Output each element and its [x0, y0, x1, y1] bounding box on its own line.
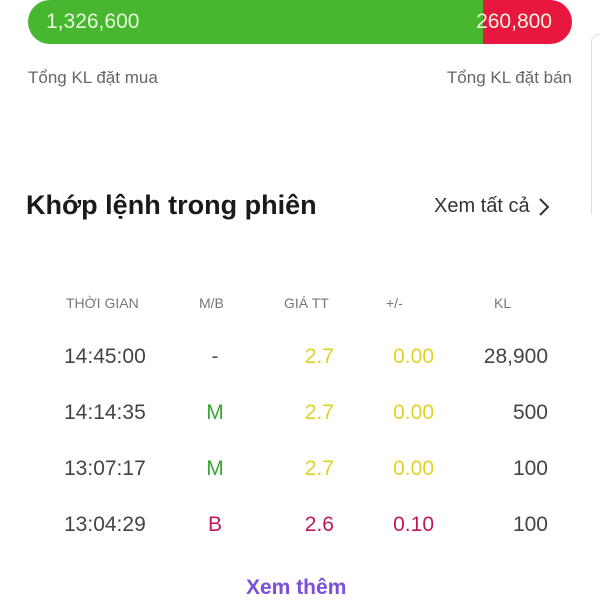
sell-total-label: Tổng KL đặt bán	[446, 68, 572, 87]
cell-time: 14:14:35	[64, 401, 146, 424]
card-edge	[591, 34, 600, 214]
buy-total: 1,326,600	[46, 10, 140, 33]
see-all-link[interactable]: Xem tất cả	[434, 195, 550, 218]
cell-change: 0.00	[393, 345, 434, 368]
cell-volume: 500	[512, 401, 548, 424]
cell-side: B	[207, 513, 222, 536]
cell-change: 0.10	[393, 513, 434, 536]
sell-total: 260,800	[476, 10, 552, 33]
buy-total-label: Tổng KL đặt mua	[28, 68, 158, 87]
cell-time: 14:45:00	[64, 345, 146, 368]
cell-side: M	[206, 457, 224, 480]
see-more-button[interactable]: Xem thêm	[246, 576, 347, 599]
cell-time: 13:07:17	[64, 457, 146, 480]
chevron-right-icon	[538, 197, 550, 216]
see-all-label: Xem tất cả	[434, 195, 530, 217]
cell-volume: 100	[512, 457, 548, 480]
cell-side: M	[206, 401, 224, 424]
cell-side: -	[211, 345, 219, 368]
cell-price: 2.7	[304, 457, 334, 480]
header-side: M/B	[199, 295, 224, 311]
header-volume: KL	[494, 295, 512, 311]
cell-time: 13:04:29	[64, 513, 146, 536]
cell-volume: 100	[512, 513, 548, 536]
buy-sell-volume-bar: 1,326,600 260,800	[28, 0, 572, 44]
buy-volume-fill	[28, 0, 483, 44]
header-price: GIÁ TT	[284, 295, 329, 311]
cell-price: 2.7	[304, 401, 334, 424]
cell-price: 2.6	[304, 513, 334, 536]
cell-change: 0.00	[393, 457, 434, 480]
cell-volume: 28,900	[483, 345, 548, 368]
header-time: THỜI GIAN	[66, 295, 139, 311]
sell-volume-fill	[482, 0, 572, 44]
section-title: Khớp lệnh trong phiên	[26, 190, 317, 220]
cell-price: 2.7	[304, 345, 334, 368]
header-change: +/-	[386, 295, 403, 311]
cell-change: 0.00	[393, 401, 434, 424]
